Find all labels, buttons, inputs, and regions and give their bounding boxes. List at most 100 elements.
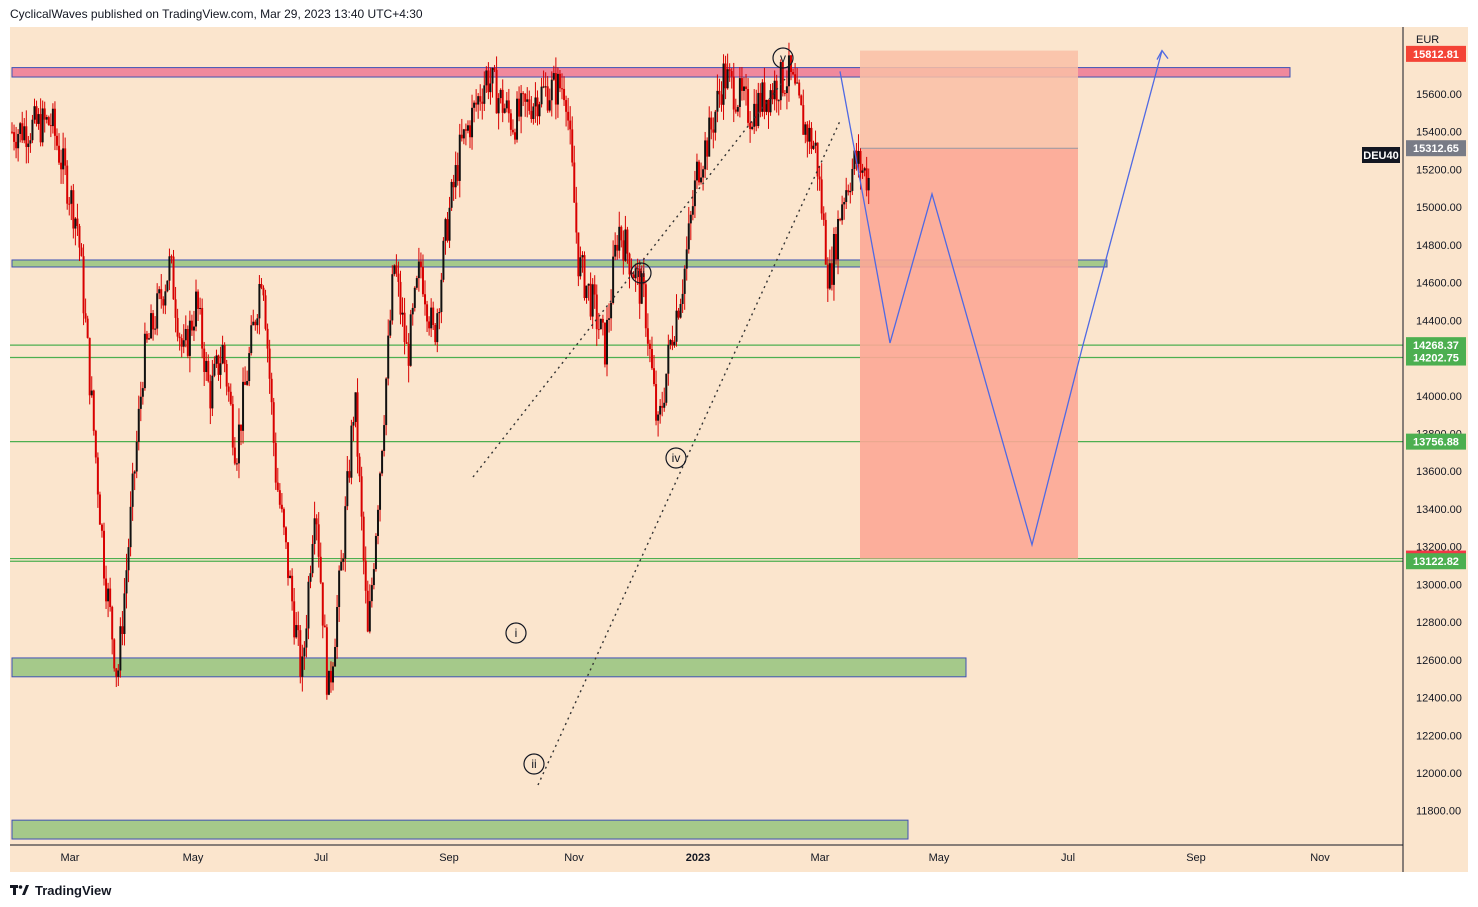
price-candle-body xyxy=(642,273,645,285)
price-candle-body xyxy=(15,141,18,149)
price-candle-body xyxy=(72,190,75,229)
price-candle-body xyxy=(391,274,394,321)
price-candle-body xyxy=(522,93,525,95)
price-candle-body xyxy=(105,578,108,602)
price-candle-body xyxy=(299,630,302,677)
price-candle-body xyxy=(483,85,486,104)
price-candle-body xyxy=(278,490,281,505)
price-candle-body xyxy=(55,135,58,146)
price-candle-body xyxy=(103,530,106,579)
y-tick-label: 14000.00 xyxy=(1416,391,1462,403)
price-candle-body xyxy=(683,268,686,294)
price-candle-body xyxy=(100,524,103,531)
price-candle-body xyxy=(188,320,191,356)
price-candle-body xyxy=(346,471,349,507)
price-candle-body xyxy=(808,127,811,142)
price-candle-body xyxy=(45,117,48,120)
price-candle-body xyxy=(759,92,762,112)
wave-label-circle-ii xyxy=(523,753,545,775)
price-candle-body xyxy=(828,263,831,289)
price-candle-body xyxy=(597,329,600,331)
price-candle-body xyxy=(534,97,537,107)
tradingview-brand[interactable]: TradingView xyxy=(10,880,111,900)
price-candle-body xyxy=(728,69,731,72)
price-candle-body xyxy=(276,482,279,491)
price-candle-body xyxy=(415,278,418,288)
price-candle-body xyxy=(409,314,412,366)
y-tick-label: 14600.00 xyxy=(1416,278,1462,290)
price-candle-body xyxy=(552,73,555,80)
price-badge-bg-14202.75 xyxy=(1406,349,1466,366)
price-candle-body xyxy=(260,284,263,288)
y-tick-label: 12600.00 xyxy=(1416,655,1462,667)
y-tick-label: 13000.00 xyxy=(1416,579,1462,591)
price-candle-body xyxy=(468,125,471,138)
price-candle-body xyxy=(573,162,576,203)
price-candle-body xyxy=(550,79,553,101)
price-candle-body xyxy=(31,119,34,141)
price-candle-body xyxy=(726,69,729,89)
price-candle-body xyxy=(632,274,635,279)
price-candle-body xyxy=(362,516,365,561)
y-tick-label: 15000.00 xyxy=(1416,202,1462,214)
price-candle-body xyxy=(182,340,185,347)
price-candle-body xyxy=(561,88,564,90)
price-candle-body xyxy=(845,190,848,203)
price-candle-body xyxy=(252,321,255,326)
price-candle-body xyxy=(577,232,580,277)
price-candle-body xyxy=(857,150,860,164)
price-candle-body xyxy=(368,601,371,632)
price-candle-body xyxy=(462,129,465,139)
price-candle-body xyxy=(303,647,306,657)
price-candle-body xyxy=(235,463,238,465)
price-candle-body xyxy=(783,93,786,95)
price-candle-body xyxy=(843,202,846,205)
price-candle-body xyxy=(628,253,631,275)
price-candle-body xyxy=(379,473,382,510)
price-candle-body xyxy=(268,348,271,379)
wedge-line-0 xyxy=(472,78,786,478)
price-candle-body xyxy=(98,494,101,525)
wave-label-ii: ii xyxy=(531,757,536,771)
price-candle-body xyxy=(248,353,251,382)
price-candle-body xyxy=(569,120,572,130)
price-candle-body xyxy=(195,291,198,327)
price-candle-body xyxy=(219,363,222,375)
chart-canvas[interactable]: i ii iii iv v 11800.00 12000.00 12200.00 12400.… xyxy=(10,27,1468,872)
price-candle-body xyxy=(802,105,805,135)
price-candle-body xyxy=(530,110,533,119)
price-candle-body xyxy=(605,319,608,365)
price-candle-body xyxy=(344,506,347,559)
price-candle-body xyxy=(722,63,725,105)
price-candle-body xyxy=(336,606,339,648)
price-candle-body xyxy=(718,90,721,95)
price-candle-body xyxy=(460,134,463,139)
price-candle-body xyxy=(121,626,124,634)
price-candle-body xyxy=(849,190,852,193)
price-candle-body xyxy=(595,294,598,330)
price-candle-body xyxy=(509,113,512,130)
price-candle-body xyxy=(536,97,539,117)
price-candle-body xyxy=(513,132,516,140)
price-candle-body xyxy=(244,381,247,385)
price-candle-body xyxy=(610,302,613,319)
price-candle-body xyxy=(19,123,22,134)
price-candle-body xyxy=(704,140,707,170)
price-candle-body xyxy=(834,234,837,260)
price-candle-body xyxy=(287,542,290,578)
price-candle-body xyxy=(66,165,69,204)
price-candle-body xyxy=(119,626,122,671)
price-candle-body xyxy=(376,509,379,536)
price-candle-body xyxy=(419,261,422,267)
price-candle-body xyxy=(70,190,73,204)
price-candle-body xyxy=(503,108,506,113)
price-candle-body xyxy=(493,67,496,70)
price-candle-body xyxy=(51,108,54,127)
price-candle-body xyxy=(697,161,700,183)
price-candle-body xyxy=(84,313,87,319)
tradingview-brand-label: TradingView xyxy=(35,882,112,898)
price-candle-body xyxy=(385,378,388,426)
price-candle-body xyxy=(374,535,377,570)
price-candle-body xyxy=(239,424,242,431)
